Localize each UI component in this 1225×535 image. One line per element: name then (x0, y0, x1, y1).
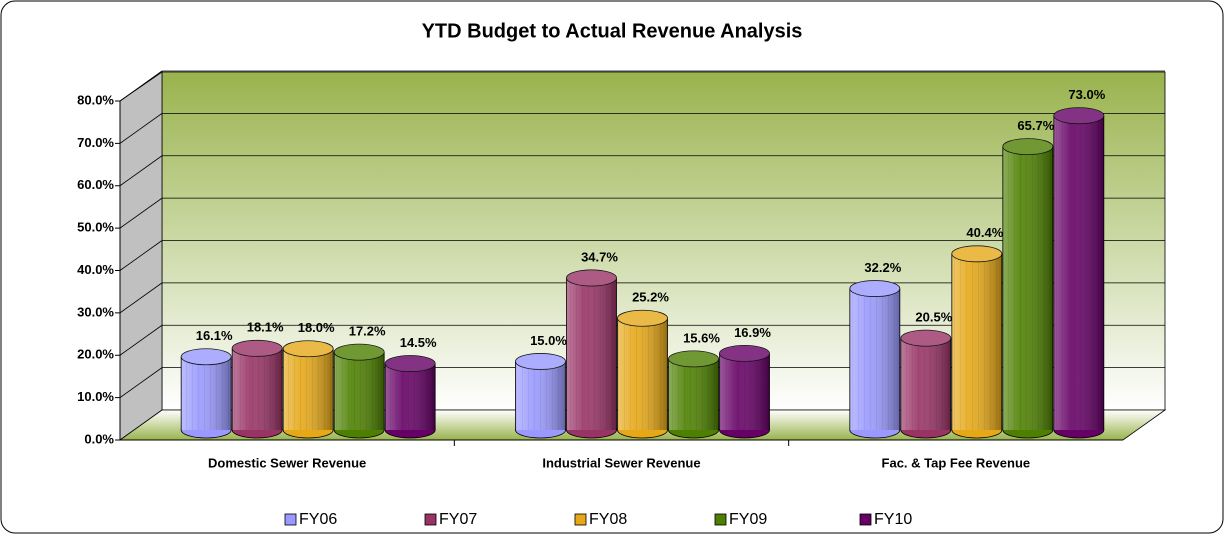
cylinder-top-shade (515, 353, 566, 370)
value-label: 15.6% (683, 330, 720, 345)
value-label: 14.5% (400, 335, 437, 350)
cylinder-top (951, 245, 1003, 263)
grid-line-side (119, 113, 163, 144)
grid-line-side (119, 367, 163, 398)
grid-line-side (119, 324, 163, 356)
value-label: 16.9% (734, 325, 771, 340)
grid-line-side (119, 197, 163, 229)
cylinder-top (282, 340, 334, 358)
legend-swatch (714, 513, 727, 526)
value-label: 65.7% (1017, 118, 1054, 133)
cylinder-top-shade (668, 350, 719, 367)
cylinder-top-shade (232, 340, 283, 357)
y-tick-label: 30.0% (77, 304, 114, 319)
cylinder-top-shade (181, 348, 232, 365)
legend-swatch (424, 513, 437, 526)
cylinder-top (849, 280, 901, 297)
cylinder-top-shade (951, 245, 1002, 262)
y-tick-label: 0.0% (84, 431, 114, 446)
y-tick-label: 80.0% (77, 92, 114, 107)
value-label: 34.7% (581, 249, 618, 264)
grid-line-side (119, 70, 163, 102)
legend-label: FY07 (439, 511, 477, 528)
cylinder-stripe (1002, 146, 1053, 430)
legend-label: FY09 (729, 511, 767, 528)
y-tick-label: 50.0% (77, 220, 114, 235)
cylinder-stripe (951, 253, 1002, 430)
y-tick-label: 70.0% (77, 135, 114, 150)
value-label: 32.2% (864, 260, 901, 275)
value-label: 40.4% (966, 225, 1003, 240)
grid-line-side (119, 282, 163, 314)
cylinder-top (333, 343, 385, 361)
x-tick-label: Fac. & Tap Fee Revenue (882, 455, 1031, 470)
cylinder-stripe (849, 288, 900, 430)
cylinder-top (1053, 107, 1105, 125)
cylinder-stripe (232, 348, 283, 430)
cylinder-top (515, 353, 566, 370)
x-tick-label: Industrial Sewer Revenue (542, 455, 700, 470)
cylinder-top (566, 269, 617, 287)
cylinder-top (617, 309, 668, 327)
value-label: 18.1% (247, 320, 284, 335)
cylinder-top (1002, 138, 1054, 155)
cylinder-stripe (181, 356, 232, 430)
y-tick-label: 60.0% (77, 177, 114, 192)
cylinder-stripe (334, 352, 385, 430)
cylinder-stripe (385, 363, 436, 430)
cylinder-top-shade (617, 310, 668, 327)
cylinder-top-shade (900, 330, 951, 347)
value-label: 25.2% (632, 290, 669, 305)
cylinder-stripe (515, 361, 566, 430)
cylinder-top (231, 339, 283, 357)
cylinder-stripe (719, 353, 770, 430)
value-label: 20.5% (915, 310, 952, 325)
value-label: 73.0% (1068, 87, 1105, 102)
cylinder-top (719, 344, 770, 362)
cylinder-top (668, 350, 719, 368)
y-tick-label: 40.0% (77, 262, 114, 277)
cylinder-top-shade (1053, 107, 1104, 124)
side-wall (119, 71, 163, 441)
cylinder-top-shade (566, 269, 617, 286)
legend-label: FY10 (874, 511, 912, 528)
value-label: 17.2% (349, 324, 386, 339)
cylinder-stripe (566, 277, 617, 430)
legend-swatch (284, 513, 297, 526)
legend-label: FY06 (299, 511, 337, 528)
cylinder-top-shade (385, 355, 436, 372)
cylinder-top (900, 329, 952, 347)
legend-label: FY08 (589, 511, 627, 528)
grid-line-side (119, 155, 163, 187)
value-label: 15.0% (530, 333, 567, 348)
cylinder-stripe (283, 348, 334, 430)
cylinder-top-shade (283, 340, 334, 357)
cylinder-top (180, 348, 232, 366)
x-tick-label: Domestic Sewer Revenue (208, 455, 366, 470)
cylinder-top (384, 355, 436, 372)
cylinder-top-shade (1002, 138, 1053, 155)
value-label: 18.0% (298, 320, 335, 335)
cylinder-stripe (668, 358, 719, 430)
chart-title: YTD Budget to Actual Revenue Analysis (422, 20, 803, 42)
legend-swatch (859, 513, 872, 526)
cylinder-stripe (1053, 115, 1104, 430)
cylinder-stripe (617, 318, 668, 430)
y-tick-label: 20.0% (77, 347, 114, 362)
cylinder-stripe (900, 338, 951, 430)
value-label: 16.1% (196, 328, 233, 343)
cylinder-top-shade (334, 344, 385, 361)
grid-line-side (119, 240, 163, 271)
y-tick-label: 10.0% (77, 389, 114, 404)
legend-swatch (574, 513, 587, 526)
cylinder-top-shade (849, 280, 900, 297)
cylinder-top-shade (719, 345, 770, 362)
